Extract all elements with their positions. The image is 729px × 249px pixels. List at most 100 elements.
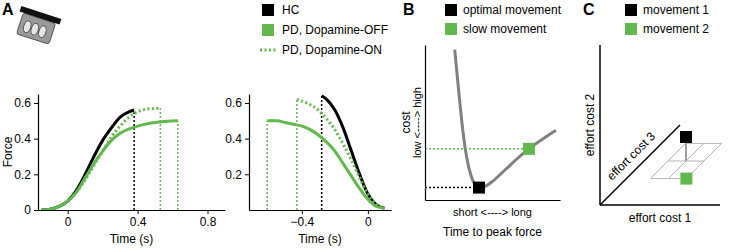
tick: 0 bbox=[24, 203, 38, 217]
tick: 0.2 bbox=[14, 168, 38, 182]
peak-line bbox=[296, 99, 298, 210]
legend: movement 1 movement 2 bbox=[625, 3, 709, 36]
x-axis-title: Time to peak force bbox=[443, 225, 542, 239]
grid-line bbox=[686, 143, 722, 144]
legend-label: movement 2 bbox=[643, 22, 709, 36]
movement-point bbox=[680, 131, 692, 143]
x-axis: −0.4 0 bbox=[250, 210, 392, 229]
guide-line bbox=[425, 148, 529, 150]
legend-swatch bbox=[445, 23, 457, 35]
legend-swatch bbox=[625, 4, 637, 16]
legend-label: PD, Dopamine-ON bbox=[282, 43, 382, 57]
axis-annotation: low <----> high bbox=[411, 87, 423, 158]
axis-line bbox=[249, 95, 250, 211]
plot-marks bbox=[425, 50, 556, 194]
force-curve bbox=[322, 96, 385, 208]
peak-line bbox=[266, 121, 268, 210]
tick-label: −0.4 bbox=[290, 215, 314, 229]
axis-line bbox=[426, 200, 561, 201]
tick: −0.4 bbox=[290, 210, 314, 229]
legend-label: slow movement bbox=[463, 22, 547, 36]
guide-line bbox=[425, 187, 479, 189]
force-curve bbox=[41, 110, 134, 210]
icon-finger bbox=[37, 25, 47, 39]
tick: 0 bbox=[365, 210, 372, 229]
axis-line bbox=[250, 210, 392, 211]
force-curve bbox=[297, 99, 385, 208]
z-axis-line bbox=[600, 125, 680, 205]
tick-mark bbox=[245, 174, 249, 175]
x-axis-title: Time (s) bbox=[298, 232, 342, 246]
tick-mark bbox=[34, 103, 38, 104]
force-panel: −0.4 0 0.2 0.4 0.6 Time (s) bbox=[225, 95, 391, 247]
legend-label: HC bbox=[282, 3, 300, 17]
y-axis bbox=[425, 46, 426, 201]
legend-swatch bbox=[262, 24, 274, 36]
tick-mark bbox=[245, 139, 249, 140]
x-axis-title: Time (s) bbox=[110, 232, 154, 246]
legend-swatch bbox=[260, 49, 276, 52]
x-axis: 0 0.4 0.8 bbox=[39, 210, 226, 229]
tick: 0.6 bbox=[225, 96, 249, 110]
force-curve bbox=[41, 121, 177, 210]
z-axis-title: effort cost 3 bbox=[604, 129, 658, 183]
tick: 0.4 bbox=[130, 210, 147, 229]
x-axis bbox=[426, 200, 561, 201]
tick-mark bbox=[302, 210, 303, 214]
cost-curve bbox=[455, 50, 556, 188]
y-axis: 0.2 0.4 0.6 bbox=[225, 95, 249, 211]
tick-mark bbox=[34, 139, 38, 140]
tick-mark bbox=[34, 174, 38, 175]
y-axis-title: effort cost 2 bbox=[583, 93, 597, 156]
axis-annotation: short <----> long bbox=[453, 206, 532, 218]
peak-line bbox=[133, 110, 135, 210]
device-icon bbox=[13, 6, 62, 46]
y-axis-line bbox=[599, 45, 601, 205]
tick-mark bbox=[34, 210, 38, 211]
movement-point bbox=[523, 143, 535, 155]
tick-label: 0.2 bbox=[14, 168, 31, 182]
tick: 0.6 bbox=[14, 96, 38, 110]
legend: optimal movement slow movement bbox=[445, 3, 562, 36]
axis-line bbox=[425, 46, 426, 201]
legend-label: optimal movement bbox=[463, 3, 562, 17]
cost-panel: Time to peak forcecostlow <----> highsho… bbox=[399, 1, 561, 239]
legend-swatch bbox=[445, 4, 457, 16]
plot-marks bbox=[600, 45, 722, 205]
tick-label: 0.4 bbox=[14, 132, 31, 146]
legend-swatch bbox=[262, 4, 274, 16]
axis-line bbox=[39, 210, 226, 211]
peak-line bbox=[177, 121, 179, 210]
x-axis-title: effort cost 1 bbox=[629, 211, 692, 225]
panel-label: C bbox=[583, 1, 595, 18]
tick-mark bbox=[138, 210, 139, 214]
axis-line bbox=[38, 95, 39, 211]
y-axis-title: Force bbox=[1, 136, 15, 167]
tick-mark bbox=[68, 210, 69, 214]
legend-label: movement 1 bbox=[643, 3, 709, 17]
panel-label: A bbox=[2, 1, 14, 18]
legend-label: PD, Dopamine-OFF bbox=[282, 23, 388, 37]
tick-label: 0.6 bbox=[14, 96, 31, 110]
legend-swatch bbox=[625, 23, 637, 35]
x-axis-line bbox=[600, 204, 720, 206]
tick-label: 0 bbox=[365, 215, 372, 229]
movement-point bbox=[680, 173, 692, 185]
tick-label: 0.8 bbox=[200, 215, 217, 229]
tick: 0 bbox=[65, 210, 72, 229]
tick-label: 0.4 bbox=[225, 132, 242, 146]
tick: 0.4 bbox=[225, 132, 249, 146]
tick-mark bbox=[208, 210, 209, 214]
plot-marks bbox=[41, 108, 177, 210]
force-panel: 0 0.4 0.8 0 0.2 0.4 0.6 Time (s) Force A bbox=[1, 1, 226, 246]
tick-label: 0.4 bbox=[130, 215, 147, 229]
tick-label: 0.6 bbox=[225, 96, 242, 110]
tick: 0.4 bbox=[14, 132, 38, 146]
tick-label: 0.2 bbox=[225, 168, 242, 182]
tick-mark bbox=[368, 210, 369, 214]
tick: 0.2 bbox=[225, 168, 249, 182]
force-curve bbox=[41, 108, 160, 210]
tick-label: 0 bbox=[65, 215, 72, 229]
tick: 0.8 bbox=[200, 210, 217, 229]
peak-line bbox=[160, 108, 162, 210]
